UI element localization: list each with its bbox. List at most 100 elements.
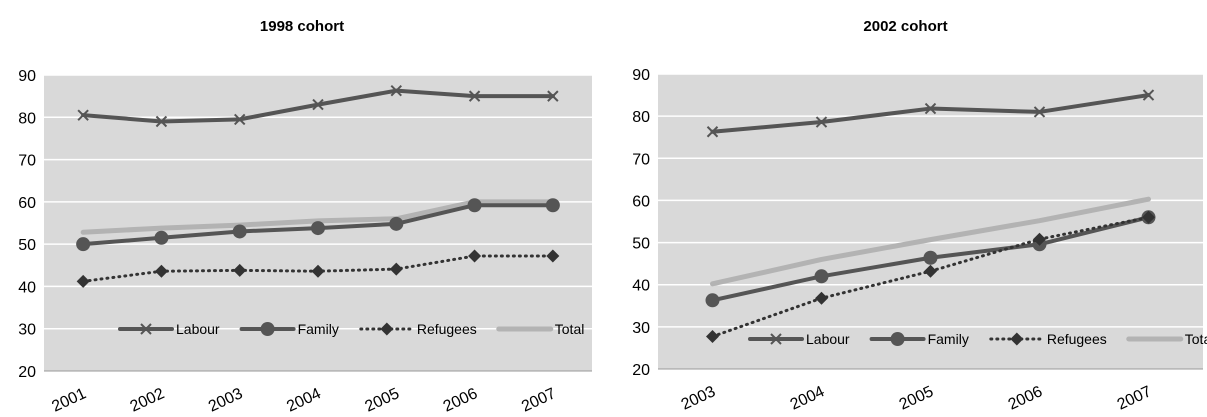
series-refugees — [706, 210, 1155, 344]
legend-label: Labour — [176, 321, 220, 337]
legend-item-total: Total — [496, 321, 585, 337]
legend-label: Family — [298, 321, 339, 337]
x-tick-label: 2002 — [128, 385, 168, 415]
legend-item-refugees: Refugees — [989, 331, 1107, 347]
data-point-marker — [706, 126, 719, 138]
x-tick-label: 2005 — [897, 383, 937, 413]
data-point-marker — [924, 102, 937, 115]
y-tick-label: 90 — [632, 67, 650, 84]
data-point-marker — [389, 262, 403, 276]
data-point-marker — [140, 323, 152, 335]
y-tick-label: 40 — [632, 278, 650, 295]
data-point-marker — [1142, 210, 1155, 224]
y-tick-label: 80 — [18, 110, 36, 127]
data-point-marker — [1033, 232, 1046, 246]
data-point-marker — [1033, 106, 1046, 118]
legend-item-total: Total — [1126, 331, 1207, 347]
legend-label: Total — [1185, 331, 1207, 347]
series-family — [705, 210, 1156, 308]
legend: Labour Family Refugees Total — [748, 331, 1207, 347]
plot-area — [658, 74, 1203, 369]
legend-item-family: Family — [869, 331, 969, 347]
data-point-marker — [468, 90, 481, 102]
chart-title: 1998 cohort — [259, 18, 345, 35]
data-point-marker — [770, 333, 782, 345]
data-point-marker — [390, 84, 402, 97]
y-tick-label: 90 — [18, 68, 36, 85]
legend: Labour Family Refugees Total — [118, 321, 585, 337]
y-tick-label: 20 — [18, 364, 36, 381]
y-tick-label: 60 — [632, 193, 650, 210]
legend-label: Refugees — [417, 321, 477, 337]
series-refugees — [76, 249, 560, 288]
y-tick-label: 70 — [18, 153, 36, 170]
data-point-marker — [890, 332, 905, 346]
series-total — [710, 196, 1151, 287]
data-point-marker — [232, 224, 247, 239]
legend-label: Labour — [806, 331, 850, 347]
data-point-marker — [380, 322, 394, 336]
data-point-marker — [923, 250, 938, 265]
x-tick-label: 2005 — [363, 385, 403, 415]
data-point-marker — [815, 116, 828, 128]
y-tick-label: 70 — [632, 151, 650, 168]
data-point-marker — [924, 264, 937, 278]
data-point-marker — [545, 198, 560, 213]
data-point-marker — [154, 230, 169, 245]
data-point-marker — [814, 269, 829, 284]
data-point-marker — [260, 322, 275, 336]
y-tick-label: 20 — [632, 362, 650, 379]
chart-2002-cohort-plot: 20 30 40 50 60 70 80 90 2003 2004 2005 2006 2007 Labo… — [632, 67, 1207, 414]
y-tick-label: 50 — [18, 237, 36, 254]
data-point-marker — [76, 237, 91, 252]
data-point-marker — [76, 274, 90, 288]
legend-label: Total — [555, 321, 585, 337]
chart-title: 2002 cohort — [863, 18, 948, 35]
x-tick-label: 2004 — [788, 383, 828, 413]
data-point-marker — [234, 113, 246, 126]
data-point-marker — [706, 330, 719, 344]
series-labour — [77, 84, 559, 128]
x-tick-label: 2007 — [1115, 383, 1155, 413]
data-point-marker — [547, 90, 559, 102]
y-tick-label: 50 — [632, 236, 650, 253]
data-point-marker — [705, 293, 720, 308]
y-tick-label: 40 — [18, 279, 36, 296]
data-point-marker — [155, 115, 168, 128]
y-tick-label: 60 — [18, 195, 36, 212]
series-line — [710, 196, 1151, 287]
x-tick-label: 2003 — [206, 385, 246, 415]
data-point-marker — [467, 198, 482, 213]
x-tick-label: 2003 — [679, 383, 719, 413]
data-point-marker — [468, 249, 482, 263]
legend-label: Family — [928, 331, 969, 347]
legend-label: Refugees — [1047, 331, 1107, 347]
series-labour — [706, 89, 1155, 138]
y-tick-label: 30 — [18, 322, 36, 339]
data-point-marker — [389, 216, 404, 231]
data-point-marker — [312, 98, 324, 111]
data-point-marker — [77, 109, 89, 121]
x-tick-label: 2007 — [519, 385, 559, 415]
legend-item-labour: Labour — [748, 331, 850, 347]
data-point-marker — [1010, 332, 1024, 346]
legend-item-labour: Labour — [118, 321, 220, 337]
chart-1998-cohort-plot: 20 30 40 50 60 70 80 90 2001 2002 2003 2004 2005 2006… — [18, 68, 592, 416]
x-tick-label: 2006 — [1006, 383, 1046, 413]
data-point-marker — [815, 291, 828, 305]
data-point-marker — [311, 264, 325, 278]
series-family — [76, 198, 560, 252]
data-point-marker — [1142, 89, 1155, 101]
data-point-marker — [546, 249, 560, 263]
y-tick-label: 80 — [632, 109, 650, 126]
legend-item-refugees: Refugees — [359, 321, 477, 337]
x-tick-label: 2006 — [441, 385, 481, 415]
legend-item-family: Family — [239, 321, 339, 337]
x-tick-label: 2004 — [284, 385, 324, 415]
data-point-marker — [233, 263, 247, 277]
x-tick-label: 2001 — [49, 385, 89, 415]
chart-2002-cohort: 2002 cohort 20 30 40 50 60 70 80 90 2003 2004 2005… — [604, 0, 1207, 417]
data-point-marker — [311, 221, 325, 236]
chart-1998-cohort: 1998 cohort 20 30 40 50 60 70 80 90 2001 2002 2003… — [18, 18, 592, 416]
y-tick-label: 30 — [632, 320, 650, 337]
